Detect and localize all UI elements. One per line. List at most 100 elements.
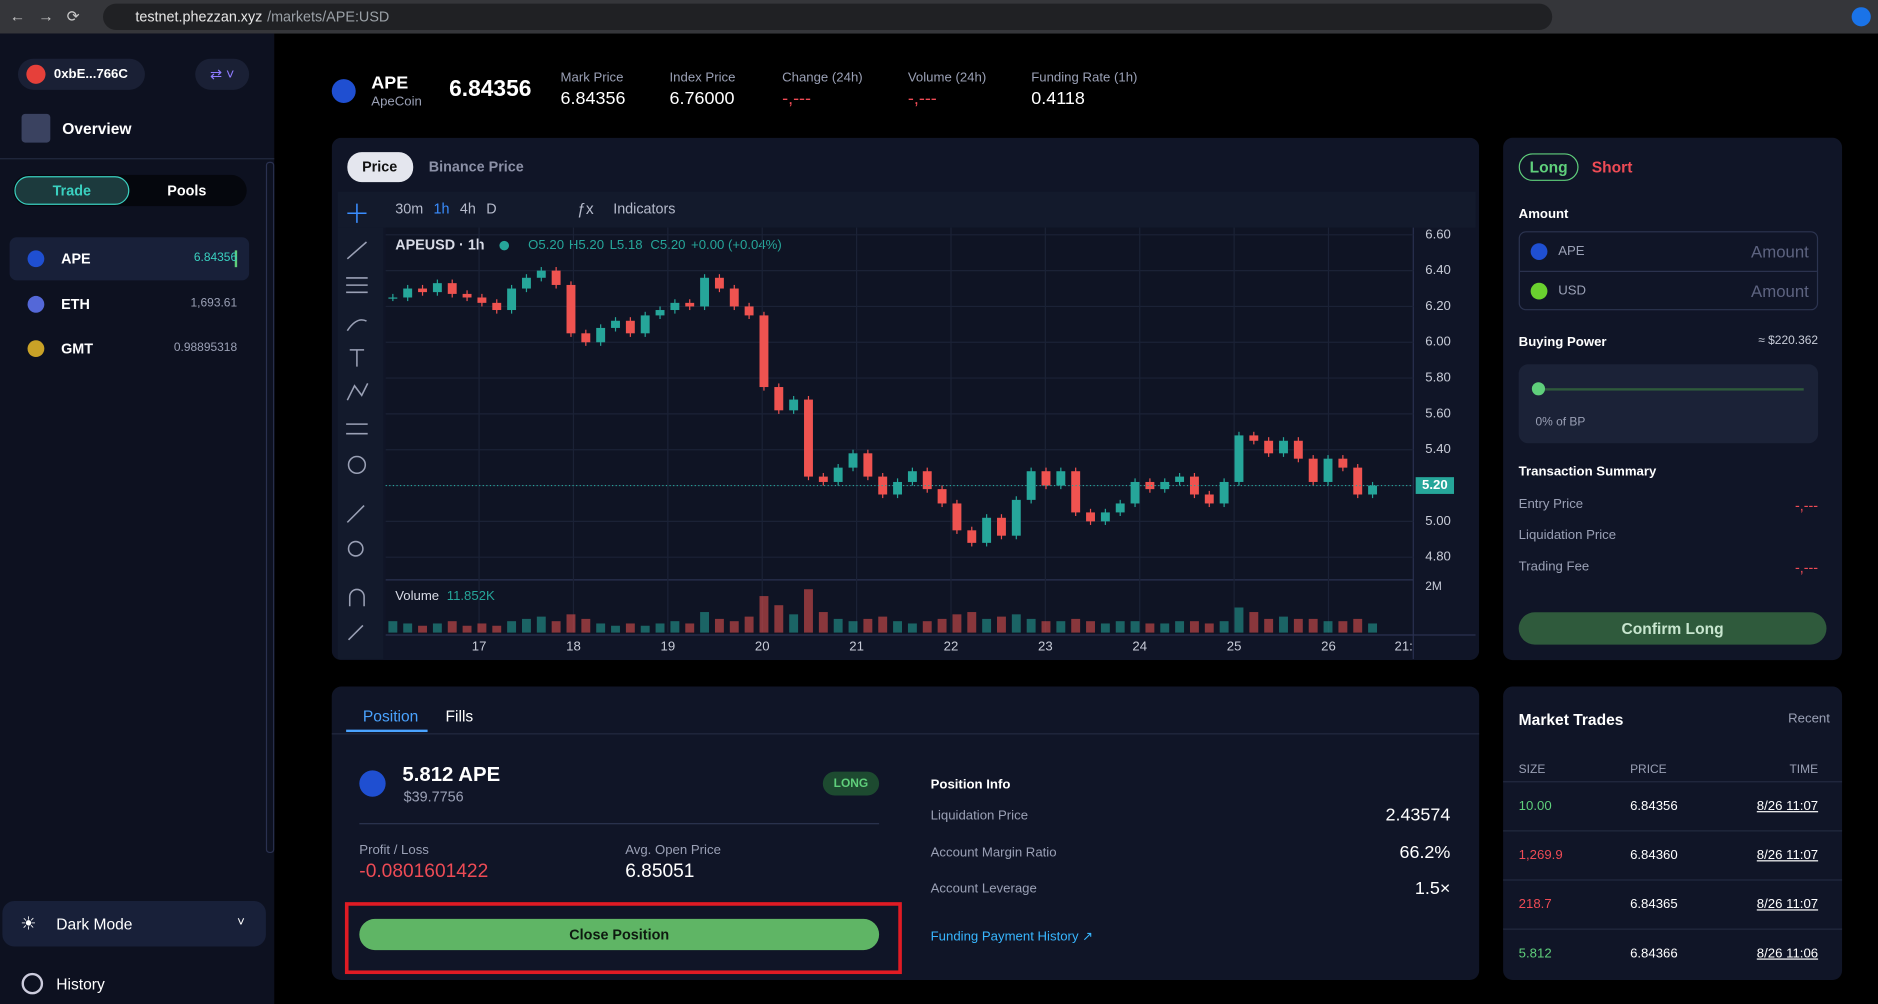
- highlight-box: [344, 902, 902, 975]
- candle: [907, 471, 917, 482]
- volume-bar: [1056, 621, 1066, 633]
- decoration: [347, 540, 364, 557]
- market-icon: [27, 295, 45, 313]
- x-tick-label: 21:: [1395, 638, 1413, 653]
- long-tab[interactable]: Long: [1518, 153, 1579, 181]
- info-title: Position Info: [930, 777, 1011, 792]
- y-tick-label: 6.00: [1425, 334, 1451, 349]
- x-tick-label: 21: [849, 638, 864, 653]
- volume-bar: [878, 616, 888, 633]
- trade-size: 218.7: [1518, 897, 1552, 912]
- network-button[interactable]: ⇄ ˅: [195, 58, 250, 90]
- market-selected: [9, 237, 250, 281]
- interval-button: 30m: [395, 201, 423, 217]
- candle: [937, 489, 947, 504]
- volume-bar: [1204, 623, 1214, 633]
- funding-link[interactable]: Funding Payment History ↗: [930, 929, 1094, 945]
- volume-bar: [640, 625, 650, 633]
- url-bar[interactable]: [103, 3, 1553, 30]
- volume-bar: [893, 621, 903, 633]
- volume-bar: [1279, 616, 1288, 633]
- candle: [596, 327, 606, 343]
- overview-link[interactable]: Overview: [62, 119, 132, 138]
- x-tick-label: 22: [944, 638, 959, 653]
- drawing-tools: [346, 203, 369, 641]
- candle: [1026, 471, 1036, 500]
- indicators-button[interactable]: Indicators: [613, 201, 675, 217]
- ohlc-change: +0.00 (+0.04%): [691, 237, 782, 252]
- pools-tab[interactable]: Pools: [167, 182, 207, 199]
- trade-size: 10.00: [1518, 799, 1552, 814]
- candle: [1145, 481, 1155, 490]
- bp-slider-track[interactable]: [1539, 388, 1804, 391]
- overview-icon: [21, 113, 51, 143]
- history-link[interactable]: History: [56, 975, 105, 994]
- volume-bar: [1249, 612, 1259, 633]
- x-tick-label: 17: [472, 638, 487, 653]
- side-badge: LONG: [822, 771, 880, 796]
- ohlc-value: L5.18: [610, 237, 643, 252]
- binance-tab[interactable]: Binance Price: [429, 160, 524, 176]
- nav-buttons[interactable]: ← → ⟳: [9, 7, 80, 26]
- usd-amount-input[interactable]: Amount: [1751, 281, 1809, 301]
- dark-mode-row[interactable]: [2, 900, 266, 947]
- candle: [1100, 512, 1110, 522]
- plot-area: [385, 227, 1414, 635]
- volume-bar: [1175, 621, 1185, 633]
- volume-bar: [1071, 618, 1081, 633]
- volume-bar: [1264, 618, 1274, 633]
- volume-bar: [1308, 618, 1318, 633]
- price-tab[interactable]: Price: [362, 160, 397, 176]
- volume-bar: [611, 625, 620, 633]
- volume-bar: [685, 623, 695, 633]
- confirm-long-button[interactable]: Confirm Long: [1518, 612, 1827, 645]
- trades-panel: [1503, 686, 1843, 981]
- interval-button: 1h: [434, 201, 450, 217]
- trade-time: 8/26 11:07: [1756, 799, 1819, 814]
- short-tab[interactable]: Short: [1591, 158, 1633, 177]
- volume-bar: [982, 618, 992, 633]
- candle: [521, 277, 531, 289]
- ape-amount-input[interactable]: Amount: [1751, 242, 1809, 262]
- trade-tab[interactable]: Trade: [14, 176, 130, 205]
- drawing-toolbar: [337, 227, 384, 659]
- y-tick-label: 5.00: [1425, 513, 1451, 528]
- volume-bar: [907, 623, 917, 633]
- price-tab-bg[interactable]: [347, 152, 414, 183]
- trades-header: PRICE: [1630, 763, 1667, 777]
- pnl-label: Profit / Loss: [359, 843, 429, 858]
- stat-label: Change (24h): [782, 70, 863, 86]
- x-tick-label: 25: [1227, 638, 1242, 653]
- wallet-button[interactable]: 0xbE...766C: [17, 58, 145, 90]
- close-position-button[interactable]: Close Position: [359, 918, 880, 951]
- candle: [922, 471, 932, 490]
- market-symbol[interactable]: GMT: [61, 340, 94, 358]
- candle: [1011, 499, 1021, 536]
- volume-bar: [447, 621, 457, 633]
- volume-bar: [1293, 618, 1303, 633]
- market-symbol[interactable]: ETH: [61, 295, 90, 313]
- decoration: [346, 383, 369, 401]
- volume-bar: [388, 621, 398, 633]
- fills-tab[interactable]: Fills: [445, 706, 474, 725]
- trade-size: 5.812: [1518, 946, 1552, 961]
- bp-slider-handle[interactable]: [1531, 382, 1546, 396]
- chart-layer: Price Binance Price Indicators ƒx APEUSD…: [331, 137, 1480, 661]
- profile-icon[interactable]: [1851, 7, 1871, 27]
- market-symbol[interactable]: APE: [61, 250, 91, 268]
- amount-divider: [1519, 270, 1817, 272]
- info-value: 1.5×: [1414, 878, 1451, 899]
- volume-bar: [759, 596, 769, 633]
- candle: [1130, 481, 1140, 504]
- position-tab[interactable]: Position: [362, 706, 419, 725]
- symbol: APE: [371, 73, 409, 94]
- volume-bar: [1353, 618, 1363, 633]
- candle: [1264, 440, 1274, 454]
- volume-bar: [1219, 621, 1229, 633]
- volume-bar: [418, 625, 427, 633]
- y-tick-label: 5.40: [1425, 441, 1451, 456]
- y-tick-label: 5.80: [1425, 370, 1451, 385]
- volume-bar: [714, 618, 724, 633]
- usd-input-icon: [1530, 282, 1548, 300]
- volume-bar: [818, 612, 828, 633]
